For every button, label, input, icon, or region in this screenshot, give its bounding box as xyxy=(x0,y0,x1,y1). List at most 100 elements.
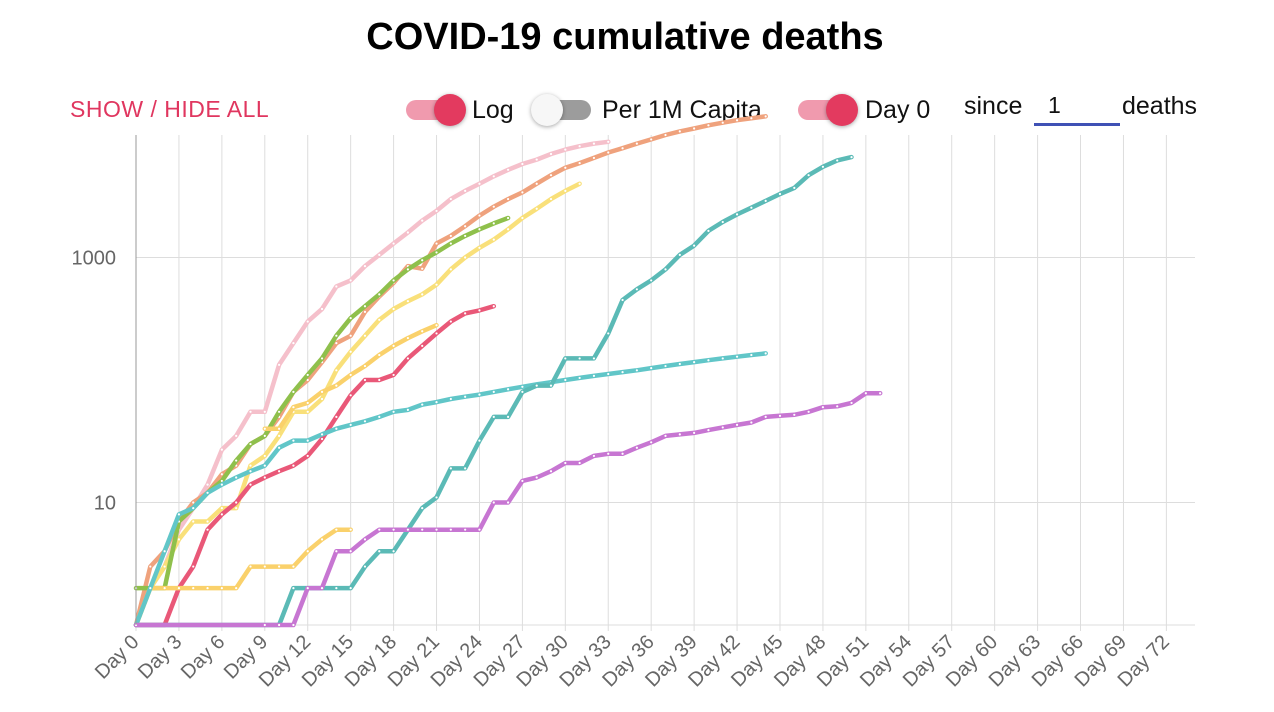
data-point xyxy=(764,352,767,355)
data-point xyxy=(263,476,266,479)
data-point xyxy=(850,401,853,405)
series-line-5[interactable] xyxy=(133,527,353,628)
data-point xyxy=(578,161,581,165)
data-point xyxy=(335,587,338,590)
data-point xyxy=(506,388,510,391)
data-point xyxy=(263,464,266,467)
per-capita-toggle[interactable] xyxy=(531,94,593,126)
data-point xyxy=(449,197,452,201)
log-toggle-knob xyxy=(434,94,466,126)
data-point xyxy=(478,214,481,217)
data-point xyxy=(177,587,181,590)
data-point xyxy=(549,470,553,473)
data-point xyxy=(206,491,209,494)
data-point xyxy=(478,393,481,396)
data-point xyxy=(621,452,624,455)
data-point xyxy=(421,330,424,333)
data-point xyxy=(506,228,510,231)
data-point xyxy=(435,324,438,327)
data-point xyxy=(678,433,681,436)
x-tick-label: Day 3 xyxy=(134,631,187,684)
data-point xyxy=(435,332,438,335)
data-point xyxy=(392,344,395,347)
series-line-2[interactable] xyxy=(133,181,582,628)
data-point xyxy=(421,528,424,531)
series-points-1 xyxy=(134,115,767,627)
data-point xyxy=(478,246,481,249)
data-point xyxy=(750,206,753,209)
data-point xyxy=(678,362,681,366)
data-point xyxy=(650,441,653,444)
data-point xyxy=(278,427,281,430)
series-points-9 xyxy=(134,392,882,627)
series-line-4[interactable] xyxy=(133,303,497,628)
data-point xyxy=(449,467,452,470)
data-point xyxy=(292,565,295,568)
data-point xyxy=(392,307,395,311)
data-point xyxy=(406,528,410,531)
y-tick-label: 10 xyxy=(94,493,116,515)
data-point xyxy=(249,483,252,486)
data-point xyxy=(363,364,367,368)
y-tick-label: 1000 xyxy=(72,248,117,270)
series-points-7 xyxy=(134,352,767,627)
data-point xyxy=(578,145,581,148)
series-line-0[interactable] xyxy=(133,139,611,628)
series-line-1[interactable] xyxy=(133,114,768,628)
data-point xyxy=(750,353,753,357)
data-point xyxy=(306,550,309,553)
data-point xyxy=(263,410,266,413)
data-point xyxy=(478,309,481,312)
data-point xyxy=(478,182,481,185)
data-point xyxy=(693,360,696,364)
data-point xyxy=(879,392,882,395)
data-point xyxy=(421,344,424,347)
data-point xyxy=(435,209,438,213)
since-deaths-input[interactable] xyxy=(1034,88,1120,126)
data-point xyxy=(349,350,352,353)
series-line-3[interactable] xyxy=(133,215,511,591)
data-point xyxy=(693,127,696,130)
data-point xyxy=(492,175,495,178)
data-point xyxy=(292,623,295,627)
day0-toggle[interactable] xyxy=(798,94,858,126)
data-point xyxy=(621,298,624,302)
series-line-7[interactable] xyxy=(133,351,768,628)
log-toggle[interactable] xyxy=(406,94,466,126)
data-point xyxy=(378,550,381,553)
grid xyxy=(135,135,1195,631)
data-point xyxy=(320,307,324,311)
series-points-3 xyxy=(134,216,510,590)
show-hide-all-button[interactable]: SHOW / HIDE ALL xyxy=(70,96,270,122)
log-label: Log xyxy=(472,96,514,124)
x-tick-label: Day 0 xyxy=(91,631,144,684)
data-point xyxy=(750,117,753,120)
data-point xyxy=(392,550,395,553)
data-point xyxy=(235,476,238,479)
data-point xyxy=(306,410,309,413)
data-point xyxy=(263,434,266,437)
data-point xyxy=(764,199,767,202)
data-point xyxy=(435,496,438,499)
data-point xyxy=(449,234,452,238)
data-point xyxy=(821,165,825,168)
data-point xyxy=(192,520,195,523)
data-point xyxy=(320,357,324,360)
data-point xyxy=(492,305,495,308)
data-point xyxy=(335,528,338,531)
data-point xyxy=(464,256,467,259)
data-point xyxy=(750,421,753,424)
data-point xyxy=(707,229,710,232)
data-point xyxy=(363,538,367,541)
data-point xyxy=(249,410,252,413)
series-line-9[interactable] xyxy=(133,390,883,628)
data-point xyxy=(836,405,839,408)
data-point xyxy=(378,253,381,257)
data-point xyxy=(421,267,424,270)
data-point xyxy=(678,253,681,257)
data-point xyxy=(535,207,538,210)
data-point xyxy=(464,225,467,228)
data-point xyxy=(478,439,481,442)
data-point xyxy=(564,189,567,192)
data-point xyxy=(735,119,739,122)
